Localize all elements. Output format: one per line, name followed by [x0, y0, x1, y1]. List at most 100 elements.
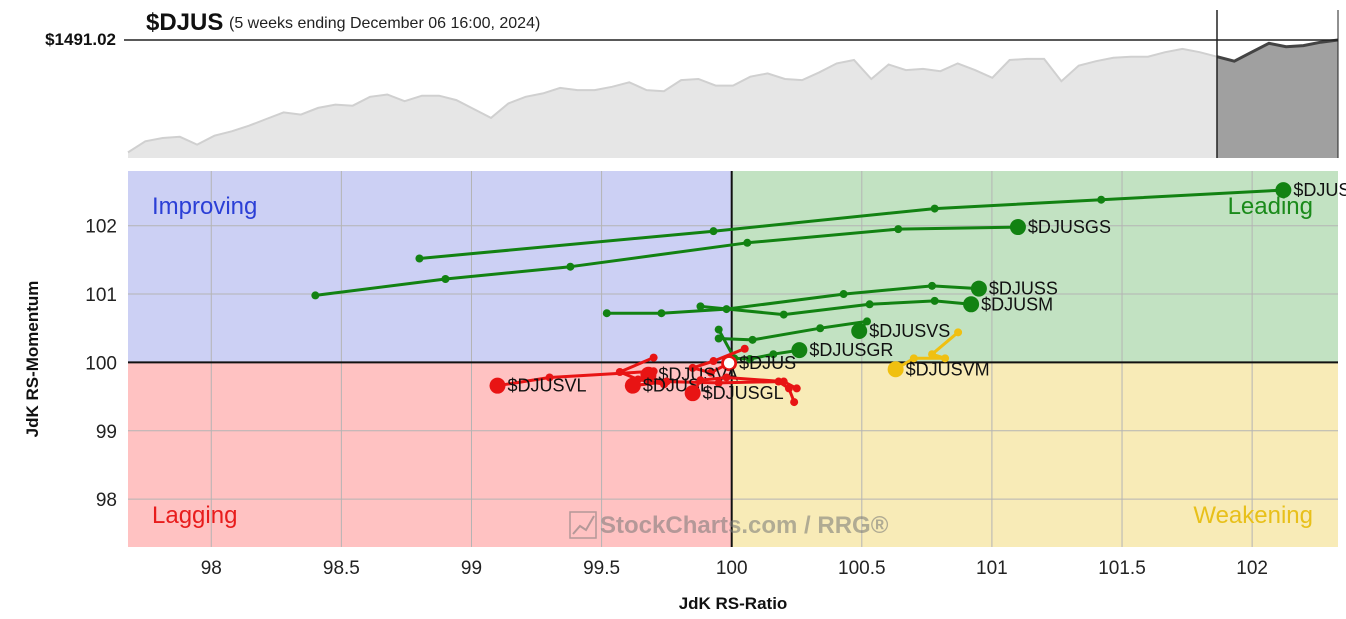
series-djusvs: $DJUSVS	[714, 317, 950, 344]
series-tail-point	[909, 354, 918, 363]
watermark: StockCharts.com / RRG®	[569, 511, 889, 539]
series-djusvm: $DJUSVM	[887, 328, 990, 379]
x-tick-label: 101	[976, 558, 1008, 579]
symbol-title: $DJUS	[146, 9, 223, 36]
x-tick-label: 99.5	[583, 558, 620, 579]
x-tick-label: 102	[1236, 558, 1268, 579]
series-head-point	[684, 385, 701, 402]
watermark-logo-icon	[569, 511, 597, 539]
series-djusvl: $DJUSVL	[489, 367, 658, 396]
series-tail-point	[688, 363, 697, 372]
quadrant-label-weakening: Weakening	[1193, 502, 1313, 529]
price-panel	[124, 10, 1339, 158]
rrg-tails: $DJUSGM $DJUSGS $DJUSS$DJUSM $DJUSVS$DJUSGR…	[311, 180, 1346, 407]
series-label: $DJUS	[739, 353, 796, 373]
series-label: $DJUSGL	[703, 383, 784, 403]
series-tail-point	[748, 335, 757, 344]
series-tail-point	[779, 310, 788, 319]
series-djus: $DJUS	[688, 344, 796, 377]
series-label: $DJUSVS	[869, 321, 950, 341]
series-tail-point	[816, 324, 825, 333]
series-tail-point	[863, 317, 872, 326]
series-djusgm: $DJUSGM	[415, 180, 1346, 263]
benchmark-head-marker	[722, 356, 736, 370]
series-tail-point	[696, 302, 705, 311]
series-djusgs: $DJUSGS	[311, 217, 1111, 300]
price-highlight-area	[1217, 40, 1338, 158]
price-area	[128, 40, 1338, 158]
series-tail-point	[662, 377, 671, 386]
x-axis-label: JdK RS-Ratio	[679, 594, 788, 613]
series-tail-point	[941, 354, 950, 363]
series-tail-point	[928, 350, 937, 359]
series-tail-point	[714, 325, 723, 334]
x-tick-label: 98.5	[323, 558, 360, 579]
series-tail-point	[657, 309, 666, 318]
series-tail-point	[839, 290, 848, 299]
series-tail-point	[769, 350, 778, 359]
series-djuss: $DJUSS	[602, 279, 1058, 318]
series-label: $DJUSS	[989, 279, 1058, 299]
series-tail-point	[649, 353, 658, 362]
series-label: $DJUSM	[981, 294, 1053, 314]
x-tick-label: 98	[201, 558, 222, 579]
quadrant-improving	[128, 171, 732, 363]
series-tail-point	[779, 377, 788, 386]
series-label: $DJUSGS	[1028, 217, 1111, 237]
series-tail-point	[790, 398, 799, 407]
series-tail-point	[954, 328, 963, 337]
y-tick-label: 102	[85, 217, 117, 238]
quadrant-label-improving: Improving	[152, 193, 257, 220]
series-djusgl: $DJUSGL	[684, 373, 801, 403]
series-tail-point	[792, 384, 801, 393]
series-tail-point	[602, 309, 611, 318]
price-line	[127, 39, 1339, 154]
series-head-point	[624, 377, 641, 394]
x-tick-label: 99	[461, 558, 482, 579]
price-highlight-line	[1216, 38, 1339, 63]
series-tail-point	[714, 334, 723, 343]
series-head-point	[1275, 182, 1292, 199]
y-axis-label: JdK RS-Momentum	[23, 281, 42, 438]
series-tail-point	[714, 378, 723, 387]
series-tail-point	[311, 291, 320, 300]
series-head-point	[791, 342, 808, 359]
series-head-point	[963, 296, 980, 313]
series-tail-point	[894, 225, 903, 234]
series-tail-point	[930, 296, 939, 305]
series-head-point	[970, 280, 987, 297]
series-head-point	[887, 361, 904, 378]
series-tail-point	[745, 355, 754, 363]
series-tail-point	[545, 373, 554, 382]
quadrant-backgrounds	[128, 171, 1338, 547]
series-head-point	[851, 322, 868, 339]
x-tick-label: 100	[716, 558, 748, 579]
series-tail-point	[740, 344, 749, 353]
y-tick-label: 101	[85, 285, 117, 306]
series-tail-point	[441, 275, 450, 284]
series-djusgr: $DJUSGR	[714, 325, 893, 363]
series-djusm: $DJUSM	[696, 294, 1053, 319]
series-head-point	[1009, 219, 1026, 236]
x-tick-label: 100.5	[838, 558, 886, 579]
y-axis-ticks: 98 99 100 101 102	[85, 217, 117, 511]
price-label: $1491.02	[45, 30, 116, 49]
series-tail-point	[696, 376, 705, 385]
series-tail-point	[706, 368, 715, 377]
chart-subtitle: (5 weeks ending December 06 16:00, 2024)	[229, 15, 540, 32]
series-head-point	[489, 377, 506, 394]
quadrant-labels: Improving Leading Lagging Weakening	[152, 193, 1313, 529]
series-tail-point	[865, 300, 874, 309]
watermark-text: StockCharts.com / RRG®	[600, 512, 889, 539]
series-tail-point	[722, 373, 731, 382]
series-tail-point	[743, 238, 752, 247]
y-tick-label: 98	[96, 490, 117, 511]
quadrant-label-leading: Leading	[1228, 193, 1313, 220]
series-tail-point	[709, 357, 718, 366]
series-label: $DJUSGM	[1293, 180, 1346, 200]
series-label: $DJUSGR	[809, 340, 893, 360]
series-tail-point	[566, 262, 575, 271]
series-label: $DJUSVM	[906, 359, 990, 379]
y-tick-label: 100	[85, 353, 117, 374]
